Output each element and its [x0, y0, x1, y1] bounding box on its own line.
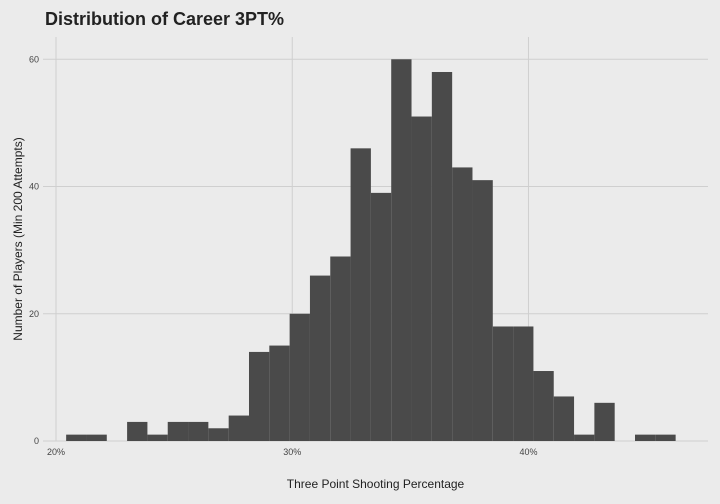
histogram-bar	[269, 345, 290, 441]
histogram-bar	[472, 180, 493, 442]
histogram-bar	[533, 371, 554, 441]
histogram-bar	[86, 434, 107, 441]
histogram-bar	[635, 434, 656, 441]
histogram-bar	[330, 256, 351, 441]
histogram-bar	[574, 434, 595, 441]
histogram-bar	[289, 313, 310, 441]
histogram-bar	[370, 192, 392, 441]
y-tick-label: 0	[34, 436, 39, 446]
axis-ticks: 0 20 40 60 20% 30% 40%	[29, 54, 537, 457]
histogram-bar	[655, 434, 676, 441]
y-tick-label: 20	[29, 309, 39, 319]
histogram-bar	[492, 326, 514, 441]
histogram-bar	[594, 402, 615, 441]
y-tick-label: 40	[29, 182, 39, 192]
histogram-bar	[391, 59, 412, 442]
x-tick-label: 40%	[519, 447, 537, 457]
histogram-bar	[147, 434, 168, 441]
histogram-bars	[66, 59, 676, 442]
y-axis-title: Number of Players (Min 200 Attempts)	[11, 137, 25, 340]
histogram-bar	[228, 415, 249, 441]
histogram-bar	[452, 167, 473, 441]
x-tick-label: 30%	[283, 447, 301, 457]
histogram-bar	[127, 421, 148, 441]
histogram-bar	[309, 275, 331, 441]
histogram-bar	[66, 434, 87, 441]
x-tick-label: 20%	[47, 447, 65, 457]
x-axis-title: Three Point Shooting Percentage	[287, 477, 465, 491]
histogram-bar	[431, 71, 453, 441]
histogram-bar	[350, 148, 371, 442]
histogram-bar	[411, 116, 432, 441]
histogram-bar	[513, 326, 534, 441]
y-tick-label: 60	[29, 54, 39, 64]
histogram-bar	[553, 396, 575, 441]
histogram-bar	[208, 428, 229, 441]
chart-title: Distribution of Career 3PT%	[45, 9, 285, 29]
histogram-bar	[248, 351, 270, 441]
histogram-bar	[188, 421, 209, 441]
histogram-bar	[167, 421, 189, 441]
